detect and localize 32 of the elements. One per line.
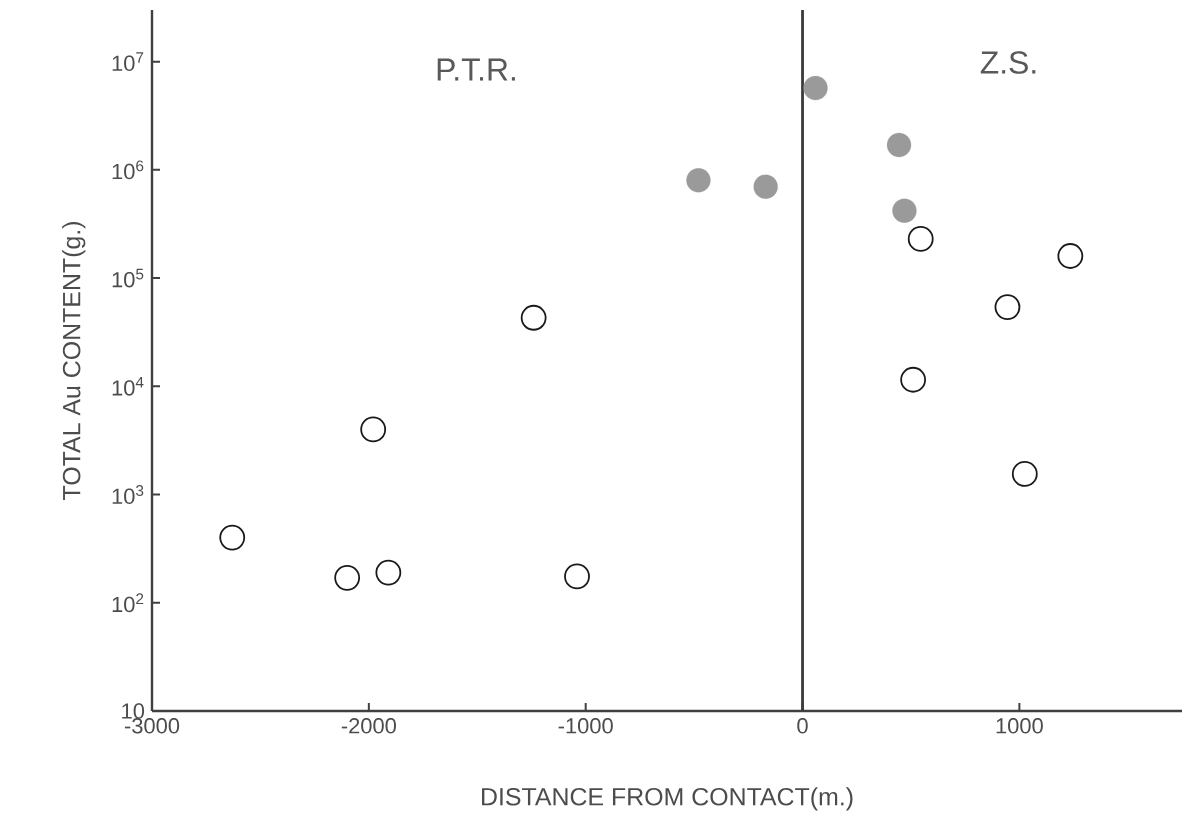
point — [1011, 461, 1038, 487]
point — [564, 563, 590, 590]
point — [219, 524, 246, 551]
y-tick-label: 10$^{4}$ — [112, 376, 144, 396]
point — [803, 75, 828, 101]
y-tick-label: 10$^{2}$ — [112, 593, 144, 613]
point — [520, 304, 547, 331]
x-tick-label: -1000 — [558, 718, 613, 734]
x-tick-label: -3000 — [124, 718, 180, 734]
y-tick-label: 10$^{3}$ — [112, 485, 144, 504]
point — [886, 132, 912, 158]
y-tick-label: 10$^{6}$ — [112, 160, 144, 180]
point — [900, 366, 927, 393]
y-tick-label: 10 — [122, 703, 145, 719]
point — [334, 564, 361, 591]
point — [1057, 243, 1084, 269]
point — [375, 559, 402, 586]
point — [753, 174, 778, 199]
y-axis-title: TOTAL Au CONTENT(g.) — [62, 222, 86, 500]
point — [892, 198, 917, 223]
x-tick-label: 0 — [797, 718, 808, 734]
point — [907, 226, 934, 252]
annotation: Z.S. — [980, 51, 1036, 74]
x-axis-title: DISTANCE FROM CONTACT(m.) — [482, 787, 853, 811]
y-tick-label: 10$^{5}$ — [112, 268, 144, 288]
point — [686, 168, 711, 193]
point — [360, 416, 387, 443]
point — [994, 294, 1021, 320]
x-tick-label: 1000 — [996, 718, 1043, 734]
x-tick-label: -2000 — [341, 718, 396, 734]
annotation: P.T.R. — [437, 58, 515, 81]
y-tick-label: 10$^{7}$ — [112, 52, 144, 71]
